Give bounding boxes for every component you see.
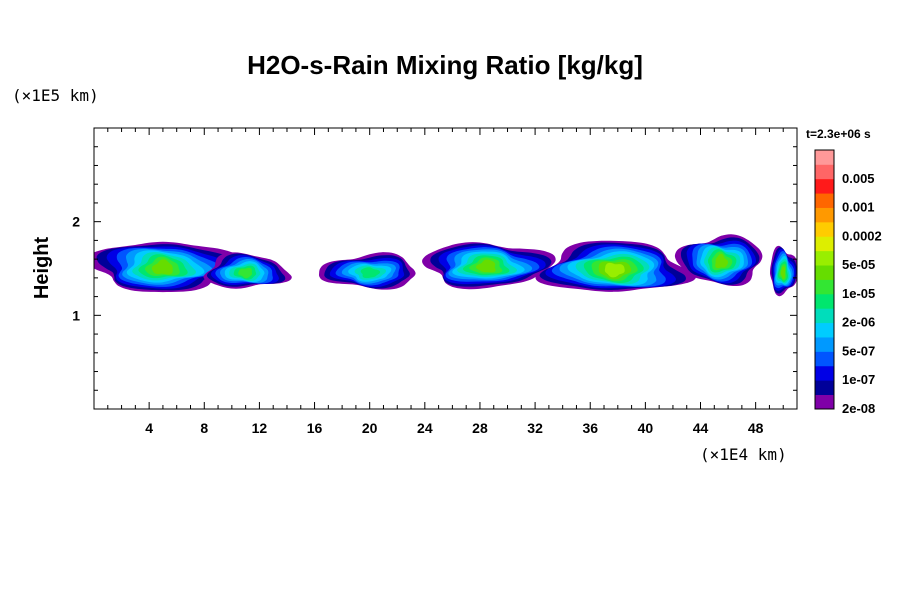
colorbar-swatch [815, 279, 834, 295]
colorbar-label: 1e-07 [842, 372, 875, 387]
x-tick-label: 36 [582, 420, 598, 436]
contour-band-level-9 [151, 259, 173, 275]
y-axis-label: Height [31, 237, 53, 300]
colorbar-label: 0.001 [842, 200, 875, 215]
colorbar-label: 1e-05 [842, 286, 875, 301]
colorbar-swatch [815, 351, 834, 367]
colorbar: 2e-08 1e-07 5e-07 2e-06 1e-05 5e-05 0.0002 0.00… [814, 149, 882, 416]
x-tick-label: 8 [200, 420, 208, 436]
colorbar-label: 2e-06 [842, 315, 875, 330]
y-tick-label: 1 [72, 307, 80, 323]
contour-band-level-8 [238, 267, 253, 279]
contour-band-level-9 [715, 253, 729, 269]
colorbar-label: 5e-07 [842, 343, 875, 358]
colorbar-swatch [815, 150, 834, 165]
x-tick-label: 28 [472, 420, 488, 436]
contour-band-level-9 [475, 259, 496, 273]
x-unit-label: (×1E4 km) [700, 445, 787, 464]
x-tick-label: 20 [362, 420, 378, 436]
contour-field [94, 234, 797, 297]
time-label: t=2.3e+06 s [806, 127, 871, 141]
contour-band-level-10 [604, 262, 625, 278]
colorbar-swatch [815, 207, 834, 223]
y-tick-label: 2 [72, 214, 80, 230]
colorbar-swatch [815, 394, 834, 410]
colorbar-frame [814, 149, 835, 410]
colorbar-label: 0.005 [842, 171, 875, 186]
colorbar-swatch [815, 365, 834, 381]
colorbar-swatch [815, 221, 834, 237]
x-tick-label: 16 [307, 420, 323, 436]
contour-band-level-7 [360, 267, 381, 279]
colorbar-swatch [815, 193, 834, 208]
colorbar-label: 5e-05 [842, 257, 875, 272]
x-tick-label: 24 [417, 420, 433, 436]
x-tick-label: 40 [638, 420, 654, 436]
colorbar-swatch [815, 164, 834, 180]
colorbar-label: 0.0002 [842, 228, 882, 243]
colorbar-label: 2e-08 [842, 401, 875, 416]
colorbar-swatch [815, 337, 834, 352]
colorbar-swatch [815, 250, 834, 266]
colorbar-swatch [815, 322, 834, 338]
x-tick-label: 12 [252, 420, 268, 436]
chart-title: H2O-s-Rain Mixing Ratio [kg/kg] [247, 50, 643, 80]
x-tick-label: 44 [693, 420, 709, 436]
x-tick-label: 32 [527, 420, 543, 436]
colorbar-swatch [815, 265, 834, 280]
colorbar-swatch [815, 236, 834, 252]
y-unit-label: (×1E5 km) [12, 86, 99, 105]
colorbar-swatch [815, 293, 834, 309]
plot-frame [93, 127, 798, 410]
colorbar-swatch [815, 380, 834, 396]
colorbar-swatch [815, 308, 834, 324]
contour-band-level-9 [780, 266, 786, 279]
x-tick-label: 4 [145, 420, 153, 436]
colorbar-swatch [815, 178, 834, 194]
x-tick-label: 48 [748, 420, 764, 436]
